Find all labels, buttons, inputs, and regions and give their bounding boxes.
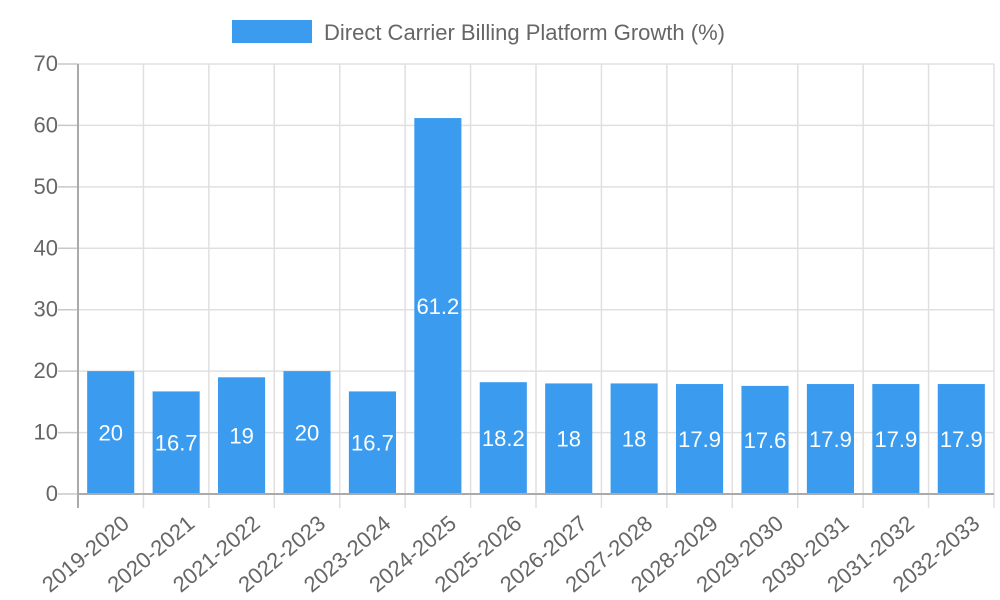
legend-label: Direct Carrier Billing Platform Growth (… — [324, 20, 725, 45]
bar-value-label: 17.9 — [809, 427, 852, 452]
y-tick-label: 70 — [34, 51, 58, 76]
bar-value-label: 16.7 — [351, 431, 394, 456]
bar-value-label: 61.2 — [416, 294, 459, 319]
bar-group[interactable]: 17.9 — [937, 384, 985, 494]
y-tick-label: 40 — [34, 235, 58, 260]
bar-group[interactable]: 17.6 — [741, 385, 789, 494]
bar[interactable] — [283, 371, 331, 494]
bar-group[interactable]: 20 — [87, 371, 135, 494]
y-tick-label: 20 — [34, 358, 58, 383]
y-tick-label: 50 — [34, 174, 58, 199]
bar[interactable] — [218, 377, 266, 494]
legend[interactable]: Direct Carrier Billing Platform Growth (… — [232, 20, 725, 45]
y-tick-label: 60 — [34, 112, 58, 137]
bar-group[interactable]: 18 — [610, 383, 658, 494]
bar-group[interactable]: 16.7 — [152, 391, 200, 494]
bar-group[interactable]: 20 — [283, 371, 331, 494]
grid-lines — [77, 63, 995, 508]
y-tick-label: 10 — [34, 420, 58, 445]
bar-group[interactable]: 17.9 — [676, 384, 724, 494]
bar[interactable] — [937, 384, 985, 494]
y-tick-label: 0 — [46, 481, 58, 506]
bar[interactable] — [348, 391, 396, 494]
bar-group[interactable]: 17.9 — [806, 384, 854, 494]
bar[interactable] — [741, 385, 789, 494]
bar-value-label: 17.9 — [678, 427, 721, 452]
bar-group[interactable]: 17.9 — [872, 384, 920, 494]
y-axis: 0 10 20 30 40 50 60 70 — [34, 51, 79, 508]
bar-group[interactable]: 18.2 — [479, 382, 527, 494]
bar-group[interactable]: 18 — [545, 383, 593, 494]
bar[interactable] — [87, 371, 135, 494]
bar-value-label: 18 — [622, 427, 646, 452]
bar-value-label: 18.2 — [482, 426, 525, 451]
bar-group[interactable]: 61.2 — [414, 118, 462, 495]
bar-value-label: 20 — [295, 421, 319, 446]
bar-group[interactable]: 16.7 — [348, 391, 396, 494]
bar-value-label: 17.9 — [874, 427, 917, 452]
bar[interactable] — [806, 384, 854, 494]
bar[interactable] — [610, 383, 658, 494]
bar-value-label: 20 — [98, 421, 122, 446]
bar-value-label: 16.7 — [155, 431, 198, 456]
legend-swatch — [232, 20, 312, 43]
bar-value-label: 17.6 — [744, 428, 787, 453]
bar-value-label: 17.9 — [940, 427, 983, 452]
bar[interactable] — [872, 384, 920, 494]
x-axis: 2019-20202020-20212021-20222022-20232023… — [37, 493, 994, 597]
bar[interactable] — [676, 384, 724, 494]
y-tick-label: 30 — [34, 297, 58, 322]
bar-value-label: 18 — [556, 427, 580, 452]
bar[interactable] — [414, 118, 462, 495]
bar[interactable] — [152, 391, 200, 494]
bar[interactable] — [479, 382, 527, 494]
bar-value-label: 19 — [229, 424, 253, 449]
bar-group[interactable]: 19 — [218, 377, 266, 494]
bars: 20 16.7 19 20 16.7 61.2 18.2 18 18 17.9 17.6 17.9 17… — [87, 118, 985, 495]
bar[interactable] — [545, 383, 593, 494]
